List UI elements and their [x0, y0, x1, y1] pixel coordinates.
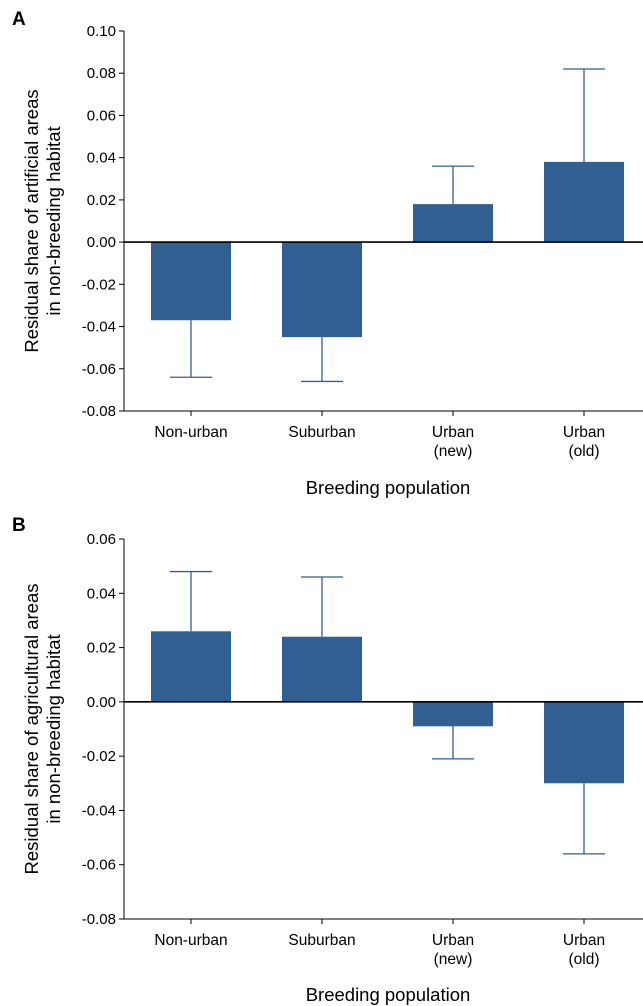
x-tick-label: (old): [568, 951, 599, 968]
y-tick-label: 0.08: [87, 65, 116, 82]
y-axis-title-line: in non-breeding habitat: [43, 126, 64, 315]
x-tick-label: Urban: [563, 424, 605, 441]
x-tick-label: Urban: [432, 932, 474, 949]
y-tick-label: 0.04: [87, 150, 116, 167]
x-tick-label: Non-urban: [154, 932, 227, 949]
bar: [413, 701, 493, 727]
bar: [544, 701, 624, 784]
panel-letter: A: [12, 9, 26, 30]
y-tick-label: -0.04: [82, 319, 116, 336]
x-tick-label: (old): [568, 443, 599, 460]
y-axis-title: Residual share of artificial areasin non…: [21, 89, 64, 352]
y-tick-label: -0.02: [82, 276, 116, 293]
y-tick-label: 0.00: [87, 694, 116, 711]
chart-panel-b: B 0.06 0.04 0.02 0.00 -0.02 -0.04 -0.06 -0.08 Non…: [12, 515, 643, 1005]
y-axis-title-line: Residual share of artificial areas: [21, 89, 42, 352]
y-tick-label: -0.06: [82, 857, 116, 874]
y-tick-label: 0.00: [87, 234, 116, 251]
y-axis-title: Residual share of agricultural areasin n…: [21, 583, 64, 874]
y-axis-title-line: in non-breeding habitat: [43, 634, 64, 823]
x-tick-label: (new): [434, 951, 473, 968]
bar: [282, 636, 362, 702]
y-tick-label: 0.04: [87, 585, 116, 602]
x-axis-title: Breeding population: [306, 984, 471, 1005]
y-tick-label: 0.02: [87, 640, 116, 657]
panel-letter: B: [12, 515, 26, 536]
x-tick-label: Suburban: [288, 932, 355, 949]
y-tick-label: -0.02: [82, 748, 116, 765]
x-axis-title: Breeding population: [306, 477, 471, 498]
y-axis-title-line: Residual share of agricultural areas: [21, 583, 42, 874]
chart-panel-a: A 0.10 0.08 0.06 0.04 0.02 0.00 -0.02 -0.04 -0.06…: [12, 9, 643, 498]
x-tick-label: (new): [434, 443, 473, 460]
y-tick-label: 0.02: [87, 192, 116, 209]
bar: [151, 631, 231, 702]
bar: [151, 242, 231, 321]
y-tick-label: -0.04: [82, 802, 116, 819]
y-tick-label: 0.06: [87, 531, 116, 548]
bar: [282, 242, 362, 338]
x-tick-label: Suburban: [288, 424, 355, 441]
y-tick-label: 0.10: [87, 23, 116, 40]
y-tick-label: -0.08: [82, 911, 116, 928]
x-tick-label: Non-urban: [154, 424, 227, 441]
bar: [544, 161, 624, 243]
bar: [413, 204, 493, 243]
y-tick-label: -0.08: [82, 403, 116, 420]
y-tick-label: 0.06: [87, 107, 116, 124]
x-tick-label: Urban: [432, 424, 474, 441]
x-tick-label: Urban: [563, 932, 605, 949]
y-tick-label: -0.06: [82, 361, 116, 378]
